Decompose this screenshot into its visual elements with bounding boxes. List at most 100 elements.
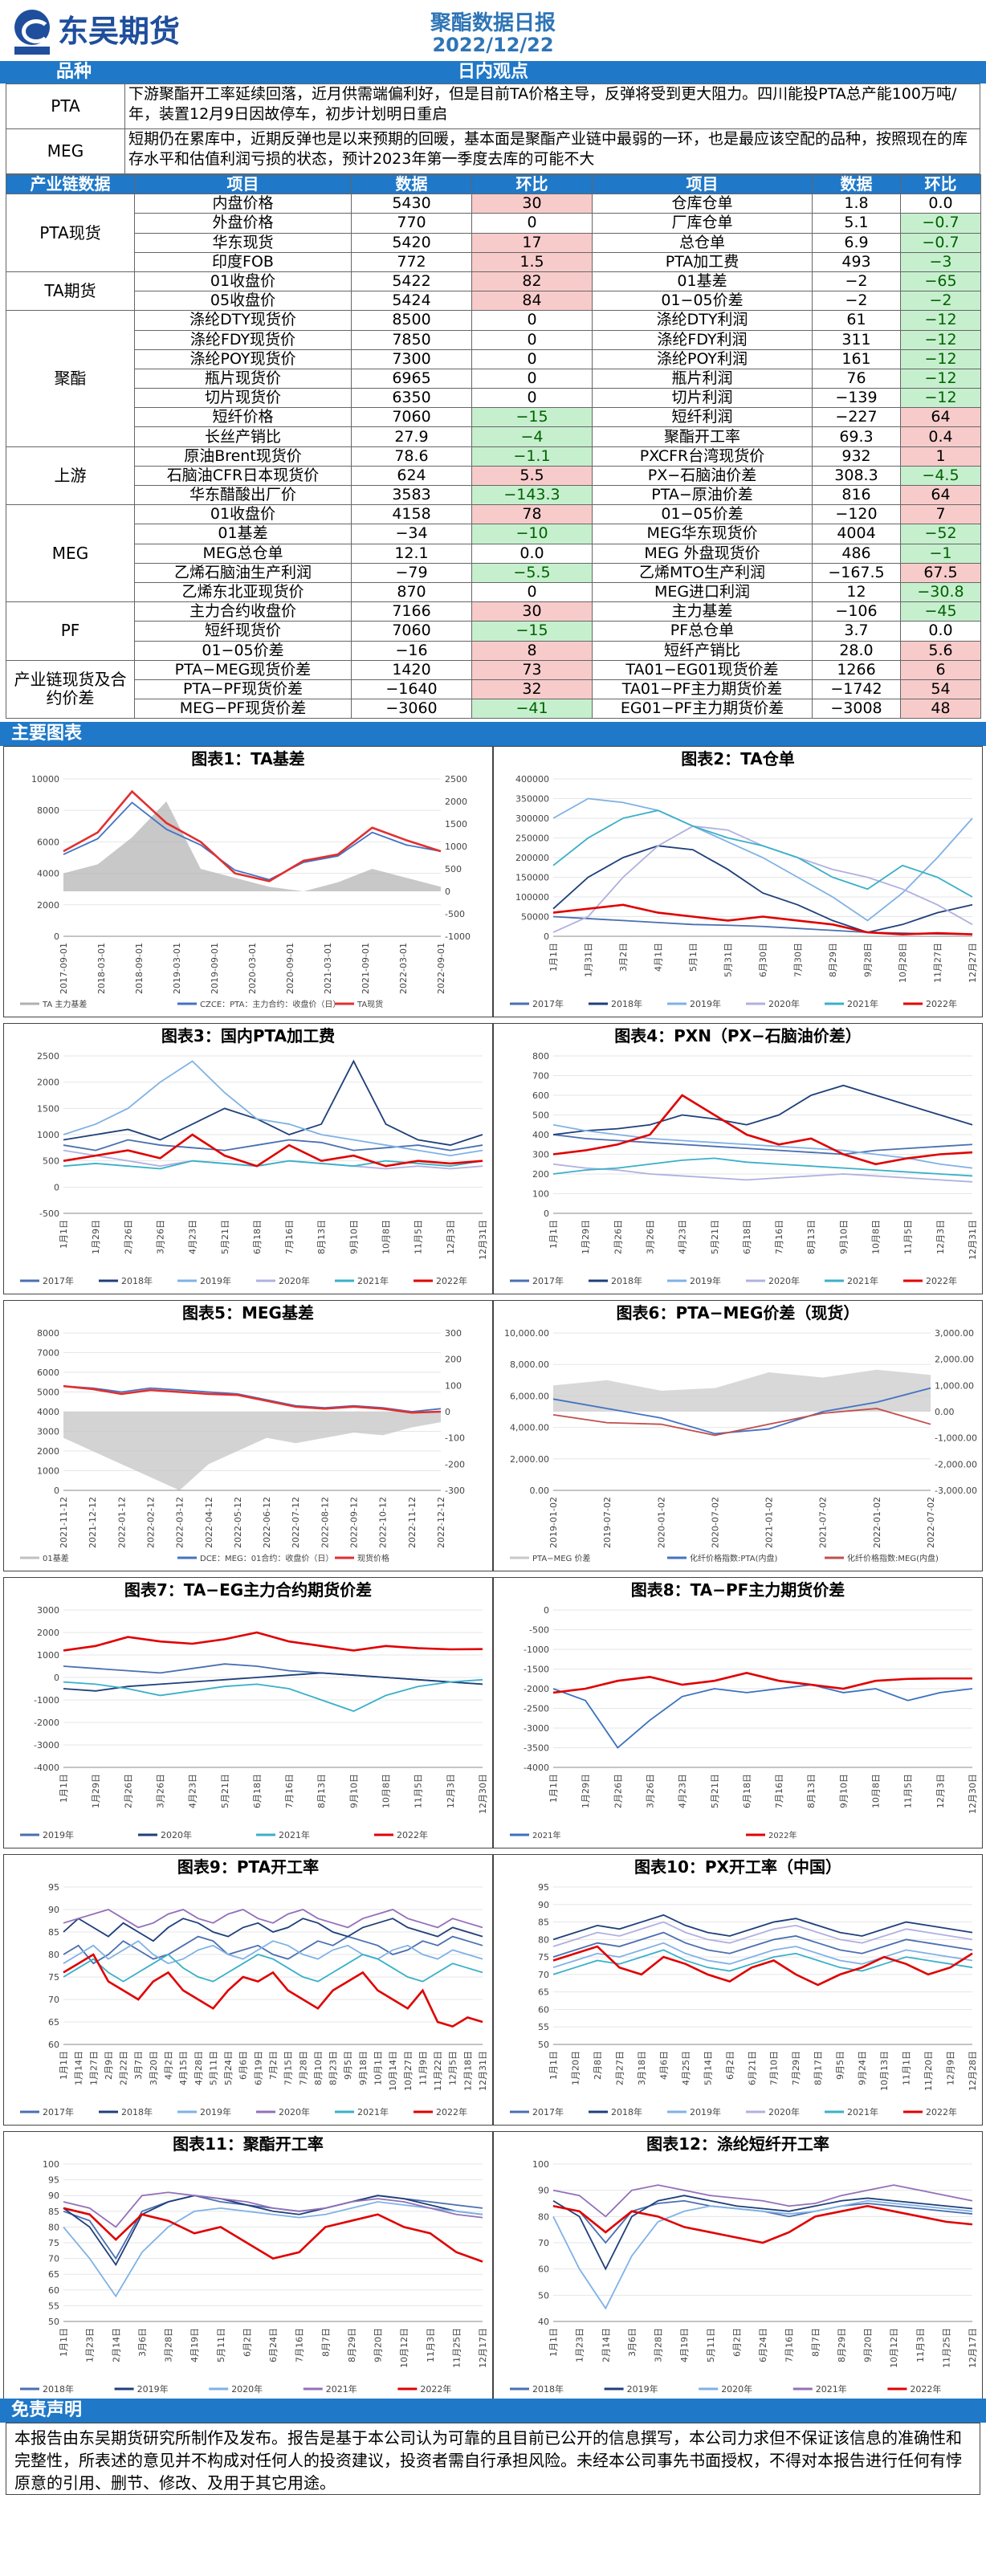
x-tick-label: 2月26日 bbox=[123, 1220, 133, 1254]
y-tick-label: 70 bbox=[538, 1970, 549, 1980]
series-line bbox=[552, 2200, 973, 2310]
x-tick-label: 12月3日 bbox=[446, 1220, 456, 1254]
y-tick-label: 75 bbox=[48, 2238, 59, 2248]
change-cell: 64 bbox=[900, 407, 981, 428]
x-tick-label: 8月13日 bbox=[806, 1220, 817, 1254]
y-tick-label: 80 bbox=[48, 1950, 59, 1960]
x-tick-label: 2022-07-12 bbox=[291, 1497, 301, 1548]
category-cell: 聚酯 bbox=[6, 310, 135, 447]
change-cell: 54 bbox=[900, 679, 981, 700]
change-cell: −3 bbox=[900, 251, 981, 272]
y-tick-label: 6000 bbox=[37, 838, 59, 848]
x-tick-label: 3月26日 bbox=[645, 1220, 655, 1254]
chart-panel: 图表6：PTA−MEG价差（现货） 10,000.00 8,000.00 6,000.… bbox=[493, 1300, 983, 1572]
x-tick-label: 8月13日 bbox=[316, 1774, 327, 1808]
view-text: 下游聚酯开工率延续回落，近月供需端偏利好，但是目前TA价格主导，反弹将受到更大阻… bbox=[124, 84, 980, 129]
data-cell: PTA−MEG现货价差 bbox=[134, 659, 352, 680]
y-tick-label: 90 bbox=[48, 2191, 59, 2201]
x-tick-label: 2020-03-01 bbox=[247, 943, 258, 994]
table-row: 石脑油CFR日本现货价 624 5.5 PX−石脑油价差 308.3 −4.5 bbox=[6, 465, 981, 487]
column-header: 项目 bbox=[592, 173, 813, 195]
series-line bbox=[63, 1060, 483, 1157]
view-text: 短期仍在累库中，近期反弹也是以来预期的回暖，基本面是聚酯产业链中最弱的一环，也是… bbox=[124, 128, 980, 174]
x-tick-label: 7月16日 bbox=[284, 1220, 295, 1254]
table-row: 上游 原油Brent现货价 78.6 −1.1 PXCFR台湾现货价 932 1 bbox=[6, 446, 981, 506]
data-cell: 涤纶DTY利润 bbox=[592, 310, 813, 331]
data-cell: 切片现货价 bbox=[134, 388, 352, 409]
x-tick-label: 9月20日 bbox=[373, 2328, 384, 2362]
legend-label: DCE：MEG：01合约：收盘价（日） bbox=[200, 1553, 333, 1563]
y-tick-label: 80 bbox=[538, 2212, 549, 2223]
x-tick-label: 6月2日 bbox=[731, 2328, 742, 2357]
data-cell: 816 bbox=[812, 484, 901, 506]
x-tick-label: 1月1日 bbox=[548, 1220, 559, 1249]
data-cell: 原油Brent现货价 bbox=[134, 446, 352, 467]
view-row: PTA 下游聚酯开工率延续回落，近月供需端偏利好，但是目前TA价格主导，反弹将受到… bbox=[6, 84, 980, 129]
y-tick-label: -4000 bbox=[524, 1763, 549, 1773]
y-tick-label: -500 bbox=[529, 1625, 549, 1636]
x-tick-label: 6月6日 bbox=[238, 2051, 249, 2080]
column-header: 数据 bbox=[351, 173, 472, 195]
change-cell: 67.5 bbox=[900, 562, 981, 583]
data-cell: 短纤价格 bbox=[134, 407, 352, 428]
data-cell: PX−石脑油价差 bbox=[592, 465, 813, 487]
x-tick-label: 10月12日 bbox=[399, 2328, 409, 2368]
chart-title: 图表10：PX开工率（中国） bbox=[634, 1857, 841, 1877]
chart-panel: 图表5：MEG基差 8000 7000 6000 5000 4000 3000 2000 100… bbox=[3, 1300, 493, 1572]
series-line bbox=[552, 1914, 973, 1941]
x-tick-label: 8月29日 bbox=[828, 943, 838, 977]
x-tick-label: 9月10日 bbox=[838, 1774, 849, 1808]
data-cell: 311 bbox=[812, 329, 901, 350]
change-cell: −45 bbox=[900, 601, 981, 622]
legend-label: 2017年 bbox=[43, 2106, 74, 2117]
y-tick-label: 75 bbox=[538, 1952, 549, 1963]
legend-label: 2019年 bbox=[627, 2383, 658, 2395]
data-cell: 5.1 bbox=[812, 213, 901, 234]
x-tick-label: 1月29日 bbox=[581, 1220, 591, 1254]
x-tick-label: 9月5日 bbox=[343, 2051, 353, 2080]
data-cell: −34 bbox=[351, 524, 472, 544]
chart-title: 图表12：涤纶短纤开工率 bbox=[646, 2134, 829, 2154]
data-cell: −2 bbox=[812, 271, 901, 292]
data-cell: 932 bbox=[812, 446, 901, 467]
x-tick-label: 1月23日 bbox=[85, 2328, 96, 2362]
data-cell: 主力合约收盘价 bbox=[134, 601, 352, 622]
x-tick-label: 9月18日 bbox=[358, 2051, 369, 2085]
data-cell: MEG 外盘现货价 bbox=[592, 543, 813, 564]
x-tick-label: 4月15日 bbox=[178, 2051, 189, 2085]
legend-label: 2022年 bbox=[397, 1829, 428, 1840]
x-tick-label: 6月18日 bbox=[742, 1220, 752, 1254]
y-tick-label: 80 bbox=[538, 1935, 549, 1946]
change-cell: −0.7 bbox=[900, 213, 981, 234]
x-tick-label: 11月27日 bbox=[933, 943, 943, 983]
y2-tick-label: 100 bbox=[445, 1381, 462, 1392]
x-tick-label: 2019-09-01 bbox=[210, 943, 220, 994]
x-tick-label: 5月14日 bbox=[703, 2051, 713, 2085]
y-tick-label: -500 bbox=[39, 1209, 59, 1219]
change-cell: 0 bbox=[471, 348, 593, 369]
data-cell: MEG总仓单 bbox=[134, 543, 352, 564]
change-cell: −12 bbox=[900, 310, 981, 331]
data-cell: −2 bbox=[812, 291, 901, 312]
data-cell: 聚酯开工率 bbox=[592, 426, 813, 447]
disclaimer-text: 本报告由东吴期货研究所制作及发布。报告是基于本公司认为可靠的且目前已公开的信息撰… bbox=[6, 2423, 980, 2496]
legend-label: 2019年 bbox=[200, 1275, 231, 1286]
x-tick-label: 2018-09-01 bbox=[134, 943, 145, 994]
data-cell: 6350 bbox=[351, 388, 472, 409]
change-cell: −2 bbox=[900, 291, 981, 312]
y2-tick-label: 2,000.00 bbox=[935, 1355, 974, 1365]
column-header: 产业链数据 bbox=[6, 173, 135, 195]
data-cell: 7300 bbox=[351, 348, 472, 369]
series-line bbox=[552, 915, 973, 935]
change-cell: −12 bbox=[900, 348, 981, 369]
data-cell: 61 bbox=[812, 310, 901, 331]
chart-panel: 图表12：涤纶短纤开工率 100 90 80 70 60 50 40 1月1日 1月23日 2月14… bbox=[493, 2131, 983, 2403]
legend-label: 2018年 bbox=[611, 2106, 642, 2117]
change-cell: 5.5 bbox=[471, 465, 593, 487]
view-key: MEG bbox=[6, 128, 125, 174]
legend-label: 2020年 bbox=[768, 998, 800, 1009]
x-tick-label: 5月24日 bbox=[223, 2051, 234, 2085]
y-tick-label: 65 bbox=[48, 2269, 59, 2280]
legend-label: 2021年 bbox=[326, 2383, 357, 2395]
